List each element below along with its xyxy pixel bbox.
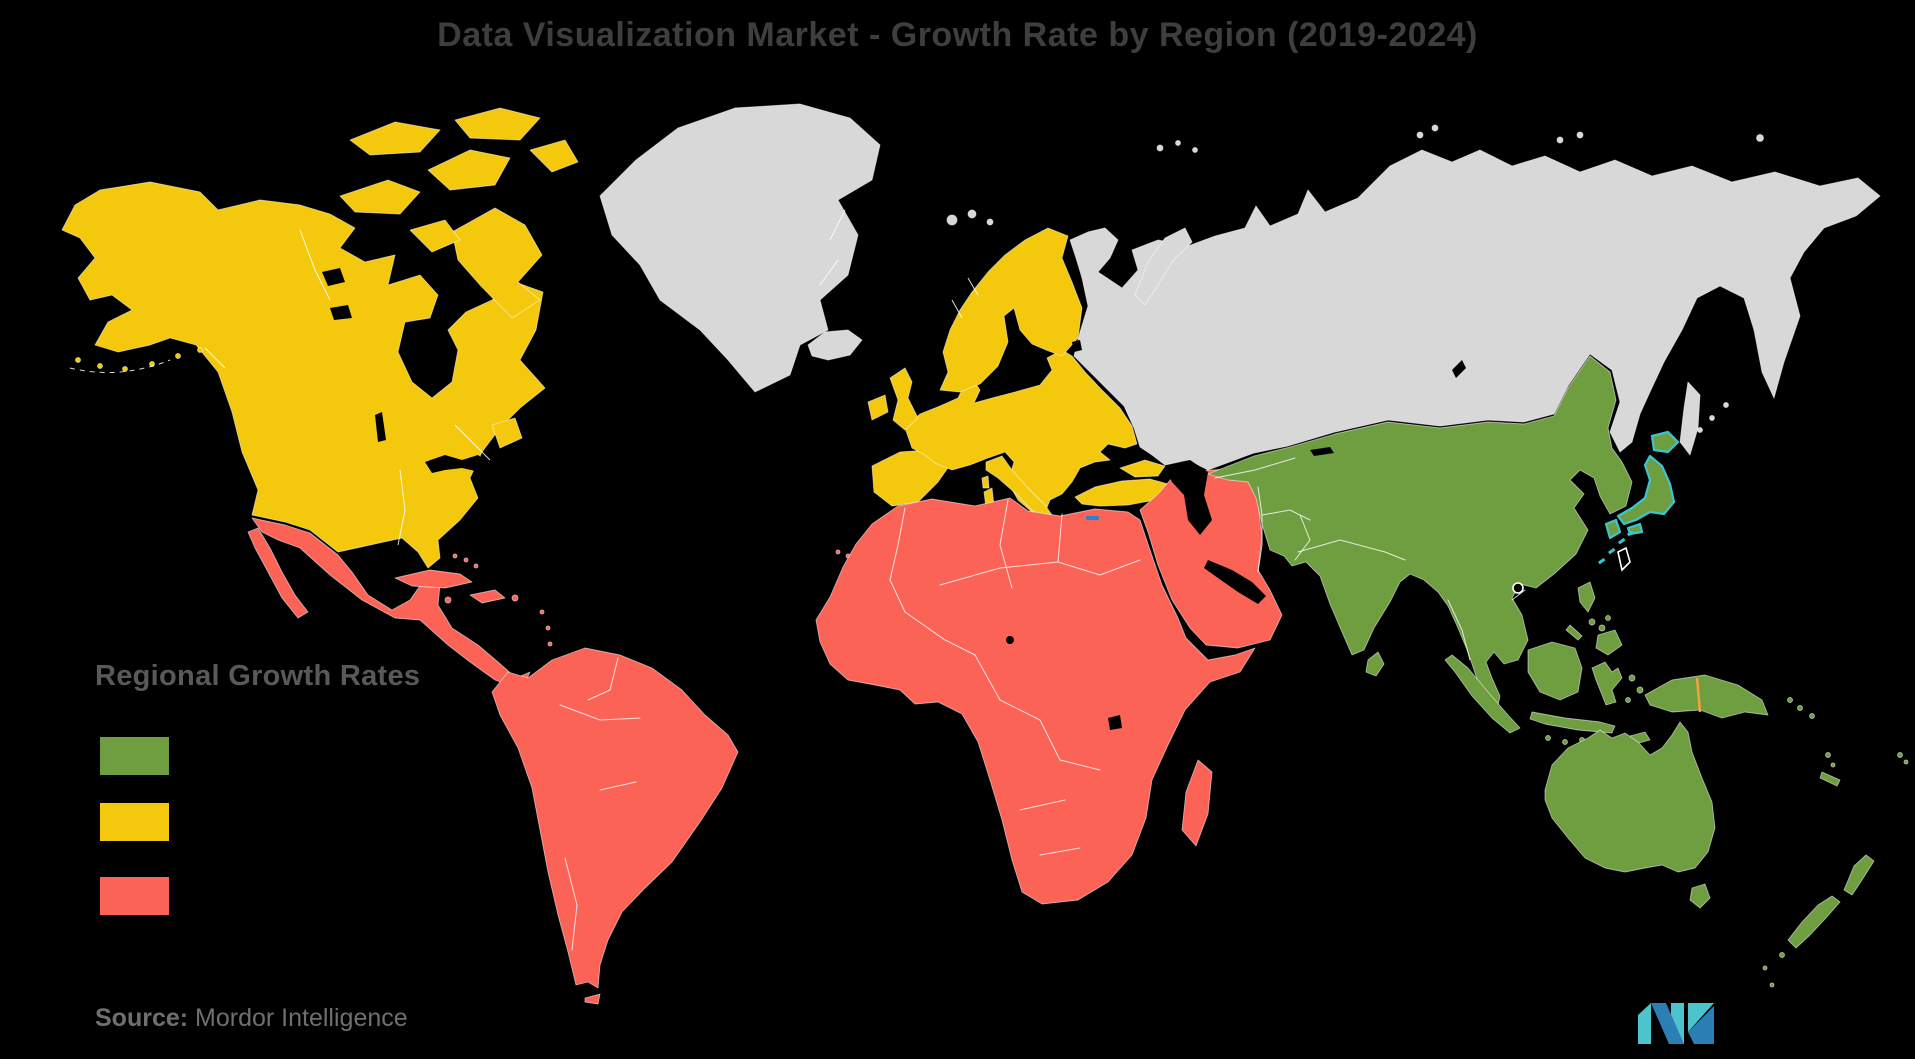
region-hainan-outline (1512, 582, 1524, 594)
country-borders (559, 457, 1526, 951)
chart-title: Data Visualization Market - Growth Rate … (437, 16, 1478, 54)
region-canadian-arctic-islands (339, 107, 579, 319)
region-asia-mainland (1207, 355, 1633, 715)
pacific-islands (1787, 697, 1909, 787)
region-latam-mea (247, 468, 1283, 1005)
region-new-caledonia (1819, 771, 1841, 787)
region-greenland (599, 103, 881, 393)
caspian-sea (1165, 460, 1212, 535)
great-bear-lake (322, 268, 345, 286)
region-palawan (1565, 624, 1583, 641)
region-south-america (491, 647, 739, 989)
region-north-america-europe (61, 107, 1173, 569)
lake-baikal (1452, 360, 1466, 378)
region-taiwan-outline (1617, 546, 1631, 572)
lake-ladoga (1072, 340, 1082, 352)
region-java (1529, 711, 1616, 734)
region-new-guinea (1644, 674, 1769, 719)
region-newfoundland (491, 417, 523, 449)
great-lakes (425, 455, 492, 473)
region-africa (815, 497, 1256, 905)
cyprus-highlight-dash (1086, 516, 1099, 520)
legend-swatch-yellow (100, 803, 169, 841)
region-honshu (1616, 454, 1676, 526)
region-madagascar (1181, 759, 1213, 847)
region-borneo (1527, 641, 1583, 701)
region-new-zealand-south (1787, 895, 1841, 949)
region-united-kingdom (889, 367, 919, 431)
aleutian-islands (75, 347, 203, 372)
region-baja-california (247, 527, 309, 619)
lake-chad (1006, 636, 1014, 644)
region-stewart-island (1779, 952, 1785, 958)
mordor-intelligence-logo (1638, 1003, 1714, 1044)
region-mindanao (1595, 629, 1623, 656)
region-sakhalin (1679, 381, 1701, 456)
region-sumatra (1444, 654, 1521, 734)
region-scandinavia (939, 227, 1083, 393)
region-ireland (867, 394, 889, 421)
region-cuba (394, 569, 473, 589)
region-luzon (1577, 581, 1596, 613)
region-iceland (807, 329, 863, 361)
region-japan (1597, 430, 1680, 565)
region-mexico-central-america (251, 517, 531, 691)
region-europe-mainland (904, 349, 1138, 521)
png-border-line (1695, 677, 1702, 713)
region-sulawesi (1591, 661, 1623, 706)
caribbean-islands (444, 549, 851, 647)
water-overlays (322, 268, 1466, 730)
region-kyushu (1604, 518, 1622, 540)
legend: Regional Growth Rates (95, 660, 421, 915)
region-indonesia (1444, 641, 1651, 747)
region-tasmania (1689, 883, 1711, 909)
region-new-zealand-north (1843, 854, 1875, 896)
ryukyu-islands (1597, 530, 1634, 565)
legend-title: Regional Growth Rates (95, 660, 421, 692)
river-coast-squiggles (69, 209, 979, 546)
lake-balkhash (1310, 447, 1334, 456)
region-novaya-zemlya (1134, 227, 1193, 306)
lake-victoria (1108, 715, 1122, 730)
source-text: Mordor Intelligence (188, 1004, 408, 1032)
region-philippines (1565, 581, 1623, 656)
persian-gulf (1204, 560, 1266, 604)
source-label: Source: (95, 1004, 189, 1032)
region-iberia (871, 449, 953, 507)
legend-swatch-red (100, 877, 169, 915)
region-asia-pacific (1207, 355, 1909, 988)
region-caucasus (1119, 459, 1166, 478)
legend-swatch-green (100, 737, 169, 775)
region-tierra-del-fuego (584, 993, 601, 1005)
island-speck (1769, 982, 1775, 988)
region-rest-of-world (599, 103, 1881, 471)
island-speck (1762, 965, 1768, 971)
great-slave-lake (330, 305, 352, 320)
region-russia-cis (1069, 149, 1881, 471)
region-hokkaido (1650, 430, 1680, 454)
kuril-islands (1697, 402, 1729, 433)
lake-winnipeg (375, 412, 386, 442)
region-australia (1544, 721, 1716, 873)
arctic-island-specks (946, 124, 1764, 226)
region-corsica (981, 475, 990, 489)
source-line: Source: Mordor Intelligence (95, 1004, 408, 1033)
region-sri-lanka (1365, 651, 1385, 677)
region-hispaniola (469, 589, 506, 604)
